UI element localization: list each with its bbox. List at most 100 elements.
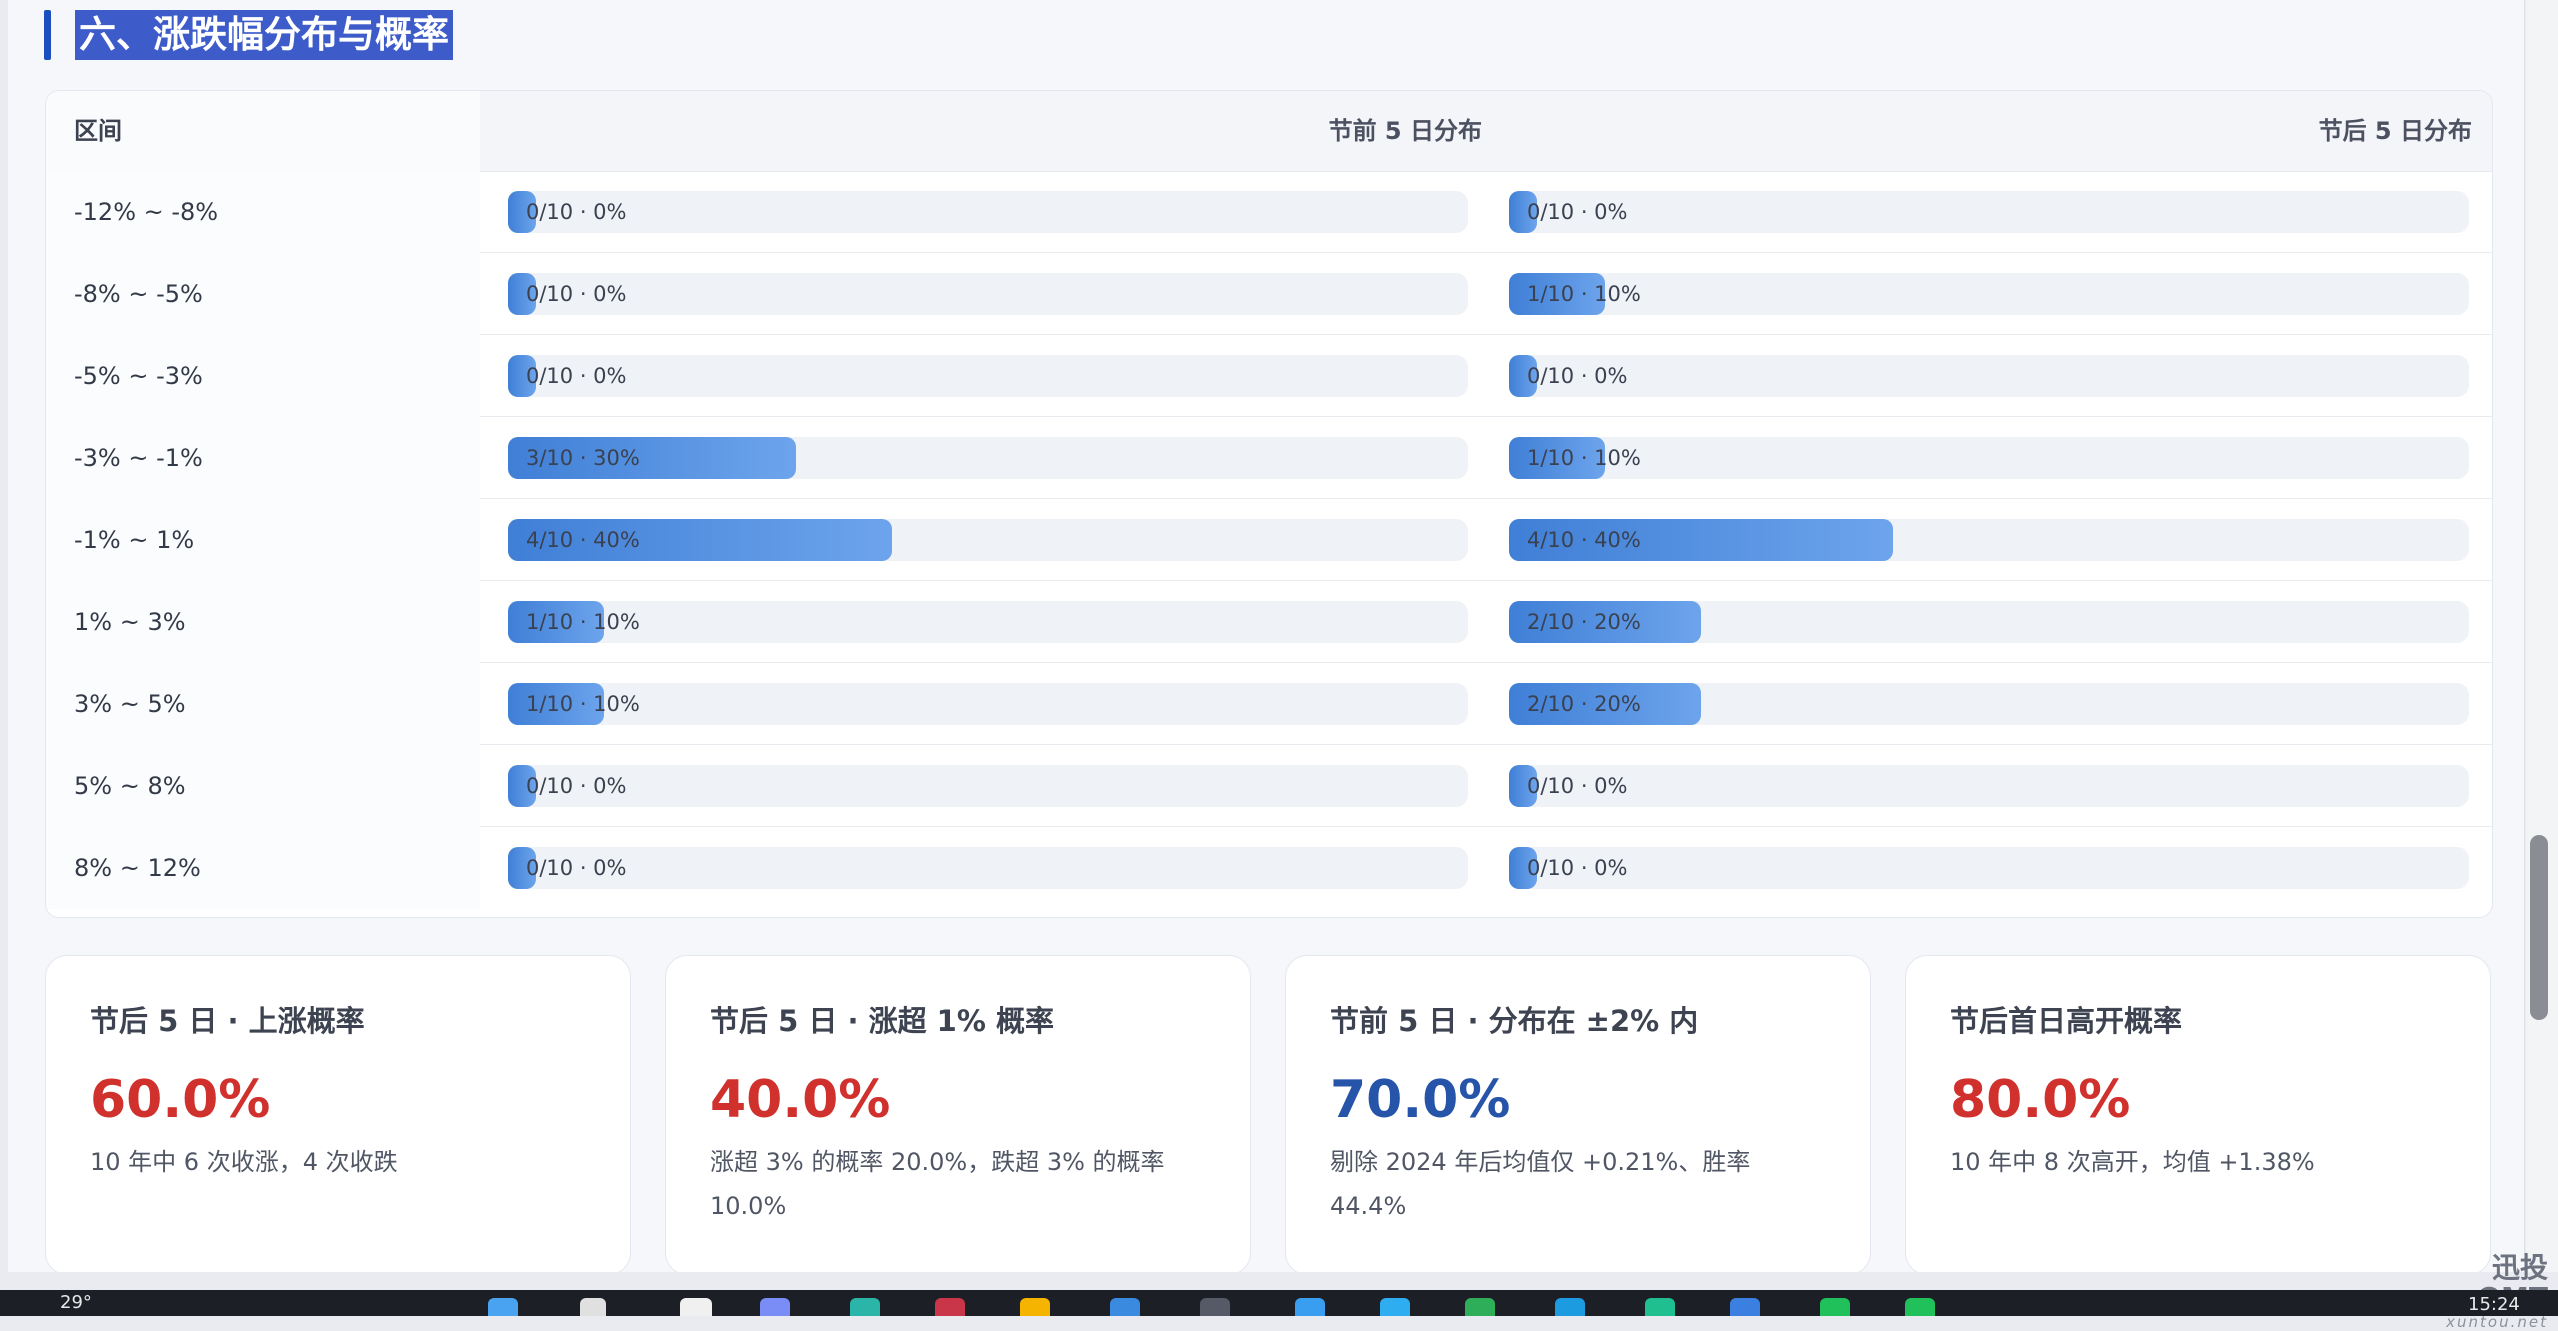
post-distribution-bar	[1509, 601, 1701, 643]
post-distribution-bar	[1509, 847, 1537, 889]
pre-distribution-bar	[508, 437, 796, 479]
pre-distribution-bar	[508, 519, 892, 561]
row-range-label: 3% ~ 5%	[46, 663, 480, 745]
app-icon[interactable]	[935, 1298, 965, 1316]
row-range-label: 5% ~ 8%	[46, 745, 480, 827]
card-value: 40.0%	[710, 1070, 891, 1130]
app-icon[interactable]	[1200, 1298, 1230, 1316]
pre-distribution-track: 0/10 · 0%	[508, 355, 1468, 397]
pre-distribution-track: 1/10 · 10%	[508, 683, 1468, 725]
card-title: 节前 5 日 · 分布在 ±2% 内	[1330, 1004, 1699, 1038]
pre-distribution-bar	[508, 683, 604, 725]
post-distribution-track: 2/10 · 20%	[1509, 683, 2469, 725]
row-range-label: 1% ~ 3%	[46, 581, 480, 663]
task-view-icon[interactable]	[680, 1298, 712, 1316]
card-value: 80.0%	[1950, 1070, 2131, 1130]
folder-icon[interactable]	[1020, 1298, 1050, 1316]
post-distribution-bar	[1509, 519, 1893, 561]
post-distribution-bar	[1509, 355, 1537, 397]
card-title: 节后 5 日 · 涨超 1% 概率	[710, 1004, 1055, 1038]
app-icon[interactable]	[1295, 1298, 1325, 1316]
pre-distribution-track: 0/10 · 0%	[508, 765, 1468, 807]
card-pre-within-2pct: 节前 5 日 · 分布在 ±2% 内 70.0% 剔除 2024 年后均值仅 +…	[1285, 955, 1871, 1272]
section-accent-bar	[44, 10, 51, 60]
table-row: -5% ~ -3% 0/10 · 0% 0/10 · 0%	[46, 335, 2492, 417]
card-description: 涨超 3% 的概率 20.0%，跌超 3% 的概率 10.0%	[710, 1148, 1165, 1220]
post-distribution-bar	[1509, 437, 1605, 479]
row-range-label: -3% ~ -1%	[46, 417, 480, 499]
pre-distribution-label: 1/10 · 10%	[526, 692, 640, 716]
section-title: 六、涨跌幅分布与概率	[75, 10, 453, 60]
card-description: 10 年中 8 次高开，均值 +1.38%	[1950, 1148, 2315, 1176]
header-range: 区间	[46, 91, 480, 171]
app-icon[interactable]	[1820, 1298, 1850, 1316]
pre-distribution-label: 0/10 · 0%	[526, 364, 627, 388]
card-post-rise-over-1pct: 节后 5 日 · 涨超 1% 概率 40.0% 涨超 3% 的概率 20.0%，…	[665, 955, 1251, 1272]
pre-distribution-label: 0/10 · 0%	[526, 200, 627, 224]
post-distribution-track: 4/10 · 40%	[1509, 519, 2469, 561]
table-row: -1% ~ 1% 4/10 · 40% 4/10 · 40%	[46, 499, 2492, 581]
app-icon[interactable]	[760, 1298, 790, 1316]
header-pre-holiday: 节前 5 日分布	[480, 91, 1492, 171]
scrollbar-thumb[interactable]	[2530, 835, 2548, 1020]
post-distribution-label: 2/10 · 20%	[1527, 692, 1641, 716]
table-row: -8% ~ -5% 0/10 · 0% 1/10 · 10%	[46, 253, 2492, 335]
pre-distribution-bar	[508, 601, 604, 643]
app-icon[interactable]	[1380, 1298, 1410, 1316]
card-value: 60.0%	[90, 1070, 271, 1130]
pre-distribution-track: 1/10 · 10%	[508, 601, 1468, 643]
start-icon[interactable]	[488, 1298, 518, 1316]
probability-cards: 节后 5 日 · 上涨概率 60.0% 10 年中 6 次收涨，4 次收跌 节后…	[45, 955, 2491, 1272]
row-range-label: 8% ~ 12%	[46, 827, 480, 909]
pre-distribution-track: 4/10 · 40%	[508, 519, 1468, 561]
table-row: 8% ~ 12% 0/10 · 0% 0/10 · 0%	[46, 827, 2492, 909]
post-distribution-label: 0/10 · 0%	[1527, 364, 1628, 388]
card-description: 剔除 2024 年后均值仅 +0.21%、胜率 44.4%	[1330, 1148, 1751, 1220]
section-header: 六、涨跌幅分布与概率	[44, 10, 453, 60]
pre-distribution-bar	[508, 847, 536, 889]
app-icon[interactable]	[1730, 1298, 1760, 1316]
app-icon[interactable]	[1555, 1298, 1585, 1316]
pre-distribution-bar	[508, 765, 536, 807]
post-distribution-bar	[1509, 191, 1537, 233]
card-first-day-gap-up: 节后首日高开概率 80.0% 10 年中 8 次高开，均值 +1.38%	[1905, 955, 2491, 1272]
table-header: 区间 节前 5 日分布 节后 5 日分布	[46, 91, 2492, 172]
card-description: 10 年中 6 次收涨，4 次收跌	[90, 1148, 398, 1176]
report-page: 六、涨跌幅分布与概率 区间 节前 5 日分布 节后 5 日分布 -12% ~ -…	[8, 0, 2525, 1272]
table-row: 3% ~ 5% 1/10 · 10% 2/10 · 20%	[46, 663, 2492, 745]
table-row: 5% ~ 8% 0/10 · 0% 0/10 · 0%	[46, 745, 2492, 827]
pre-distribution-label: 3/10 · 30%	[526, 446, 640, 470]
pre-distribution-bar	[508, 191, 536, 233]
weather-temperature[interactable]: 29°	[60, 1292, 92, 1313]
post-distribution-track: 0/10 · 0%	[1509, 847, 2469, 889]
post-distribution-track: 0/10 · 0%	[1509, 765, 2469, 807]
app-icon[interactable]	[1110, 1298, 1140, 1316]
app-icon[interactable]	[1645, 1298, 1675, 1316]
card-title: 节后 5 日 · 上涨概率	[90, 1004, 365, 1038]
post-distribution-bar	[1509, 765, 1537, 807]
pre-distribution-label: 0/10 · 0%	[526, 282, 627, 306]
pre-distribution-track: 3/10 · 30%	[508, 437, 1468, 479]
row-range-label: -1% ~ 1%	[46, 499, 480, 581]
pre-distribution-bar	[508, 355, 536, 397]
post-distribution-track: 2/10 · 20%	[1509, 601, 2469, 643]
app-icon[interactable]	[1905, 1298, 1935, 1316]
search-icon[interactable]	[580, 1298, 606, 1316]
post-distribution-bar	[1509, 273, 1605, 315]
distribution-table: 区间 节前 5 日分布 节后 5 日分布 -12% ~ -8% 0/10 · 0%…	[45, 90, 2493, 918]
post-distribution-track: 1/10 · 10%	[1509, 437, 2469, 479]
card-title: 节后首日高开概率	[1950, 1004, 2183, 1038]
table-row: -12% ~ -8% 0/10 · 0% 0/10 · 0%	[46, 171, 2492, 253]
pre-distribution-bar	[508, 273, 536, 315]
post-distribution-label: 1/10 · 10%	[1527, 282, 1641, 306]
pre-distribution-label: 0/10 · 0%	[526, 856, 627, 880]
clock-time[interactable]: 15:24	[2468, 1294, 2520, 1315]
row-range-label: -5% ~ -3%	[46, 335, 480, 417]
pre-distribution-label: 4/10 · 40%	[526, 528, 640, 552]
browser-icon[interactable]	[850, 1298, 880, 1316]
app-icon[interactable]	[1465, 1298, 1495, 1316]
vertical-scrollbar[interactable]	[2526, 0, 2558, 1272]
post-distribution-bar	[1509, 683, 1701, 725]
table-row: -3% ~ -1% 3/10 · 30% 1/10 · 10%	[46, 417, 2492, 499]
post-distribution-track: 0/10 · 0%	[1509, 355, 2469, 397]
